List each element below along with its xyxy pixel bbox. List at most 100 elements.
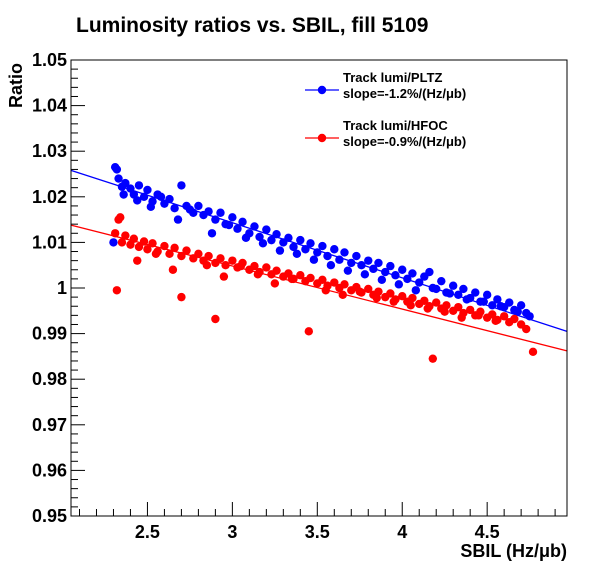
data-point xyxy=(440,307,449,316)
data-point xyxy=(110,229,120,238)
data-point xyxy=(304,327,314,336)
data-point xyxy=(313,248,322,257)
data-point xyxy=(398,292,407,301)
data-point xyxy=(287,274,297,284)
data-point xyxy=(364,256,373,265)
data-point xyxy=(522,324,531,334)
data-point xyxy=(306,273,315,283)
data-point xyxy=(448,281,458,290)
data-point xyxy=(292,249,302,258)
y-tick-label: 1.02 xyxy=(32,187,67,207)
data-point xyxy=(185,205,195,214)
data-point xyxy=(272,266,281,275)
data-point xyxy=(355,287,364,296)
data-point xyxy=(156,192,166,201)
data-point xyxy=(335,255,344,264)
legend-marker xyxy=(317,133,327,143)
data-point xyxy=(343,266,353,275)
data-point xyxy=(428,283,438,293)
data-point xyxy=(377,275,387,284)
data-point xyxy=(109,238,118,247)
y-tick-label: 0.99 xyxy=(32,324,67,344)
data-point xyxy=(262,225,271,234)
data-point xyxy=(428,354,438,363)
data-point xyxy=(352,251,361,261)
data-point xyxy=(474,311,483,320)
data-point xyxy=(202,261,212,270)
data-point xyxy=(224,220,234,230)
data-point xyxy=(374,287,383,296)
data-point xyxy=(177,181,186,190)
data-point xyxy=(216,254,225,263)
data-point xyxy=(173,215,183,224)
data-point xyxy=(389,297,398,306)
data-point xyxy=(374,258,383,268)
data-point xyxy=(338,290,347,300)
data-point xyxy=(219,272,229,281)
data-point xyxy=(250,261,259,271)
data-point xyxy=(321,286,330,295)
x-tick-label: 3.5 xyxy=(305,522,330,542)
data-point xyxy=(493,295,502,304)
data-point xyxy=(121,231,130,240)
data-point xyxy=(360,270,370,279)
data-point xyxy=(432,298,441,307)
data-point xyxy=(270,279,280,288)
data-point xyxy=(211,215,220,224)
data-point xyxy=(301,245,310,254)
y-tick-label: 0.97 xyxy=(32,415,67,435)
data-point xyxy=(306,239,315,248)
legend-slope-label: slope=-1.2%/(Hz/μb) xyxy=(343,86,466,101)
data-point xyxy=(139,237,149,246)
data-point xyxy=(146,202,156,212)
data-point xyxy=(216,208,225,217)
legend-marker xyxy=(317,85,327,95)
data-point xyxy=(459,284,468,294)
data-point xyxy=(289,242,298,252)
y-tick-labels: 0.95 0.96 0.97 0.98 0.99 1 1.01 1.02 1.03 1.04 1.0… xyxy=(32,50,67,526)
data-point xyxy=(151,249,161,258)
data-point xyxy=(340,280,349,289)
data-point xyxy=(170,243,179,253)
x-tick-label: 4 xyxy=(397,522,407,542)
data-point xyxy=(177,292,186,302)
data-point xyxy=(510,314,519,324)
data-point xyxy=(134,242,144,252)
data-point xyxy=(398,265,407,274)
data-point xyxy=(238,217,247,227)
data-point xyxy=(236,261,246,271)
data-point xyxy=(233,224,242,233)
data-point xyxy=(423,304,432,313)
data-point xyxy=(437,276,446,286)
data-point xyxy=(465,305,475,315)
data-point xyxy=(143,185,152,195)
data-point xyxy=(133,196,142,205)
data-point xyxy=(250,222,259,231)
data-point xyxy=(194,201,203,211)
data-point xyxy=(408,293,417,303)
data-point xyxy=(386,289,395,298)
data-point xyxy=(134,181,144,190)
data-point xyxy=(323,251,332,261)
data-point xyxy=(454,290,463,300)
data-point xyxy=(211,314,220,324)
data-point xyxy=(403,274,412,284)
y-tick-label: 0.95 xyxy=(32,506,67,526)
data-point xyxy=(525,312,534,321)
y-tick-label: 1.03 xyxy=(32,141,67,161)
data-point xyxy=(121,178,130,188)
data-point xyxy=(318,241,327,251)
data-point xyxy=(415,278,424,287)
data-point xyxy=(309,255,319,264)
data-point xyxy=(491,316,500,326)
data-point xyxy=(482,290,492,300)
data-point xyxy=(160,241,169,251)
data-point xyxy=(369,264,378,274)
y-tick-label: 1.05 xyxy=(32,50,67,70)
data-point xyxy=(114,174,123,183)
data-point xyxy=(457,313,466,322)
data-point xyxy=(165,249,174,258)
data-point xyxy=(318,275,327,284)
